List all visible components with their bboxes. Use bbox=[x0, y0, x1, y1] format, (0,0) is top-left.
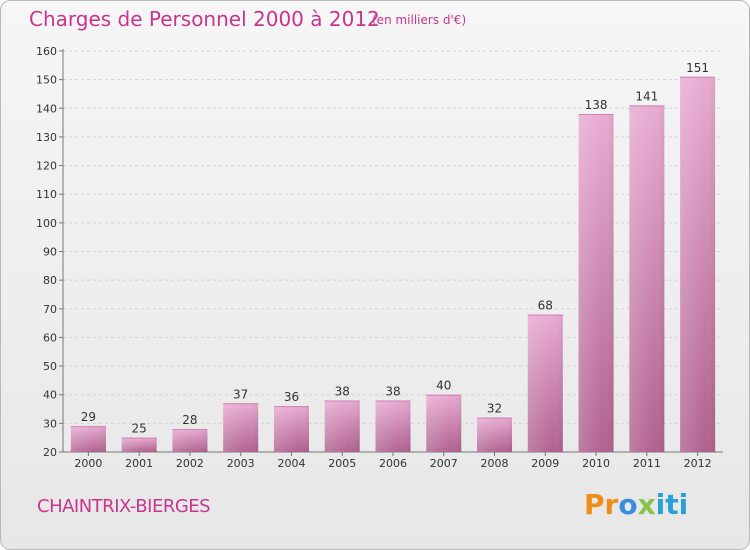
bar-shade bbox=[121, 437, 157, 452]
data-label: 25 bbox=[132, 422, 147, 436]
logo-part-1: Pr bbox=[584, 488, 619, 521]
y-tick-label: 40 bbox=[43, 389, 57, 402]
y-tick-label: 130 bbox=[36, 131, 57, 144]
y-tick-label: 90 bbox=[43, 246, 57, 259]
bar-shade bbox=[477, 417, 513, 452]
place-name: CHAINTRIX-BIERGES bbox=[37, 496, 211, 517]
logo-part-2: o bbox=[618, 488, 638, 521]
logo-part-3: x bbox=[637, 488, 656, 521]
x-tick-label: 2000 bbox=[74, 457, 102, 470]
x-tick-label: 2004 bbox=[277, 457, 305, 470]
logo-part-4: iti bbox=[655, 488, 689, 521]
bar-shade bbox=[426, 394, 462, 452]
bar-shade bbox=[324, 400, 360, 452]
x-tick-label: 2001 bbox=[125, 457, 153, 470]
y-tick-label: 20 bbox=[43, 446, 57, 459]
y-tick-label: 100 bbox=[36, 217, 57, 230]
bar-shade bbox=[172, 429, 208, 452]
y-tick-label: 120 bbox=[36, 160, 57, 173]
bar-shade bbox=[70, 426, 106, 452]
y-tick-label: 150 bbox=[36, 74, 57, 87]
bar-shade bbox=[629, 105, 665, 453]
x-tick-label: 2011 bbox=[633, 457, 661, 470]
proxiti-logo: Proxiti bbox=[584, 488, 688, 521]
data-label: 40 bbox=[436, 379, 451, 393]
bar-shade bbox=[223, 403, 259, 452]
data-label: 38 bbox=[385, 384, 400, 398]
data-label: 141 bbox=[635, 89, 658, 103]
x-tick-label: 2010 bbox=[582, 457, 610, 470]
y-tick-label: 160 bbox=[36, 45, 57, 58]
bar-shade bbox=[375, 400, 411, 452]
y-tick-label: 140 bbox=[36, 102, 57, 115]
y-tick-label: 30 bbox=[43, 417, 57, 430]
data-label: 28 bbox=[182, 413, 197, 427]
y-tick-label: 70 bbox=[43, 303, 57, 316]
bar-shade bbox=[680, 76, 716, 453]
x-tick-label: 2006 bbox=[379, 457, 407, 470]
y-tick-label: 80 bbox=[43, 274, 57, 287]
data-label: 36 bbox=[284, 390, 299, 404]
data-labels: 29 25 28 37 36 38 38 40 32 68 138 141 151 bbox=[81, 61, 709, 436]
bar-shade bbox=[527, 314, 563, 452]
chart-title: Charges de Personnel 2000 à 2012 bbox=[29, 7, 380, 31]
bar-shade bbox=[273, 406, 309, 452]
x-tick-label: 2003 bbox=[227, 457, 255, 470]
data-label: 29 bbox=[81, 410, 96, 424]
x-tick-label: 2008 bbox=[481, 457, 509, 470]
x-tick-label: 2002 bbox=[176, 457, 204, 470]
x-tick-label: 2012 bbox=[684, 457, 712, 470]
x-tick-label: 2007 bbox=[430, 457, 458, 470]
y-tick-label: 60 bbox=[43, 331, 57, 344]
y-tick-label: 50 bbox=[43, 360, 57, 373]
data-label: 38 bbox=[335, 384, 350, 398]
bars bbox=[70, 76, 716, 453]
data-label: 138 bbox=[585, 98, 608, 112]
bar-shade bbox=[578, 114, 614, 452]
x-tick-label: 2005 bbox=[328, 457, 356, 470]
x-tick-label: 2009 bbox=[531, 457, 559, 470]
chart-subtitle: (en milliers d'€) bbox=[372, 13, 467, 27]
data-label: 151 bbox=[686, 61, 709, 75]
data-label: 68 bbox=[538, 299, 553, 313]
data-label: 37 bbox=[233, 387, 248, 401]
y-tick-label: 110 bbox=[36, 188, 57, 201]
data-label: 32 bbox=[487, 402, 502, 416]
